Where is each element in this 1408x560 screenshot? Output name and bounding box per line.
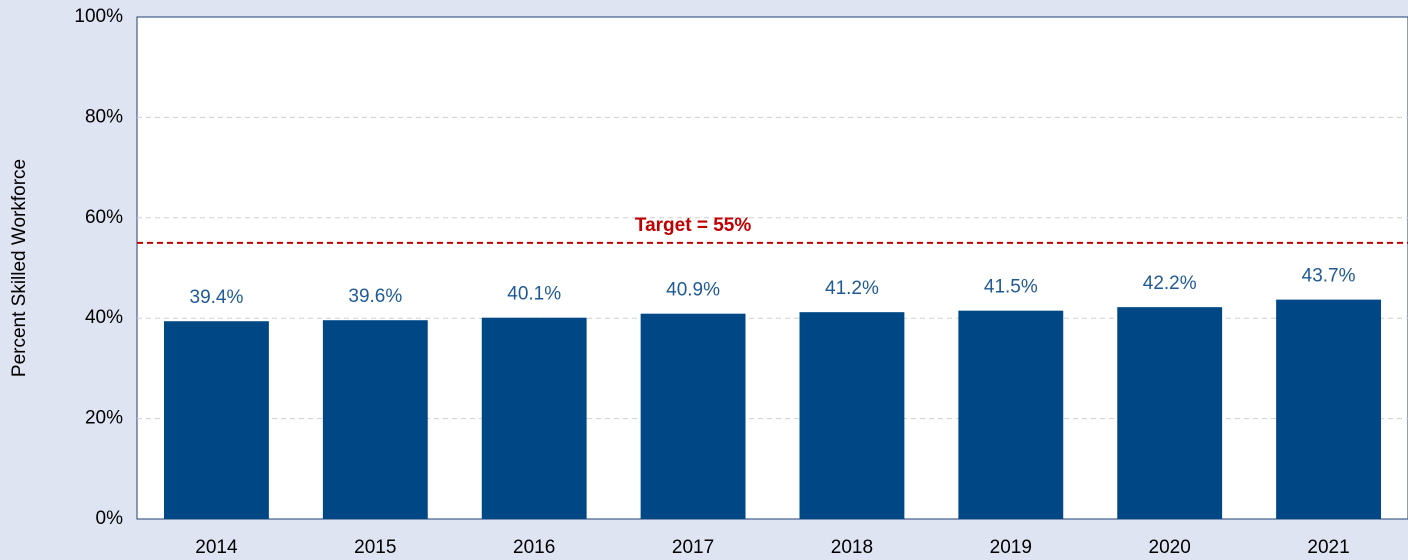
- y-axis-label: Percent Skilled Workforce: [9, 159, 30, 377]
- y-tick-label: 60%: [85, 207, 123, 228]
- value-label: 41.5%: [984, 277, 1038, 298]
- y-tick-label: 80%: [85, 106, 123, 127]
- x-tick-label: 2020: [1149, 537, 1191, 558]
- value-label: 43.7%: [1302, 266, 1356, 287]
- value-label: 39.4%: [190, 287, 244, 308]
- value-label: 40.9%: [666, 280, 720, 301]
- target-label: Target = 55%: [635, 215, 751, 236]
- y-tick-label: 20%: [85, 408, 123, 429]
- bar: [799, 312, 905, 519]
- value-label: 42.2%: [1143, 273, 1197, 294]
- bar: [164, 321, 269, 519]
- value-label: 41.2%: [825, 278, 879, 299]
- x-tick-label: 2017: [672, 537, 714, 558]
- y-tick-label: 0%: [96, 508, 124, 529]
- x-tick-label: 2019: [990, 537, 1032, 558]
- x-tick-label: 2018: [831, 537, 873, 558]
- x-tick-label: 2015: [354, 537, 396, 558]
- value-label: 39.6%: [348, 286, 402, 307]
- bar: [640, 313, 746, 519]
- bar: [481, 317, 587, 519]
- x-tick-label: 2014: [195, 537, 238, 558]
- bar: [1276, 299, 1381, 519]
- x-tick-label: 2016: [513, 537, 555, 558]
- y-tick-label: 40%: [85, 307, 123, 328]
- bar: [1117, 307, 1223, 519]
- bar: [958, 310, 1064, 519]
- y-tick-label: 100%: [74, 6, 123, 27]
- bar: [322, 320, 428, 519]
- value-label: 40.1%: [507, 284, 561, 305]
- x-tick-label: 2021: [1307, 537, 1349, 558]
